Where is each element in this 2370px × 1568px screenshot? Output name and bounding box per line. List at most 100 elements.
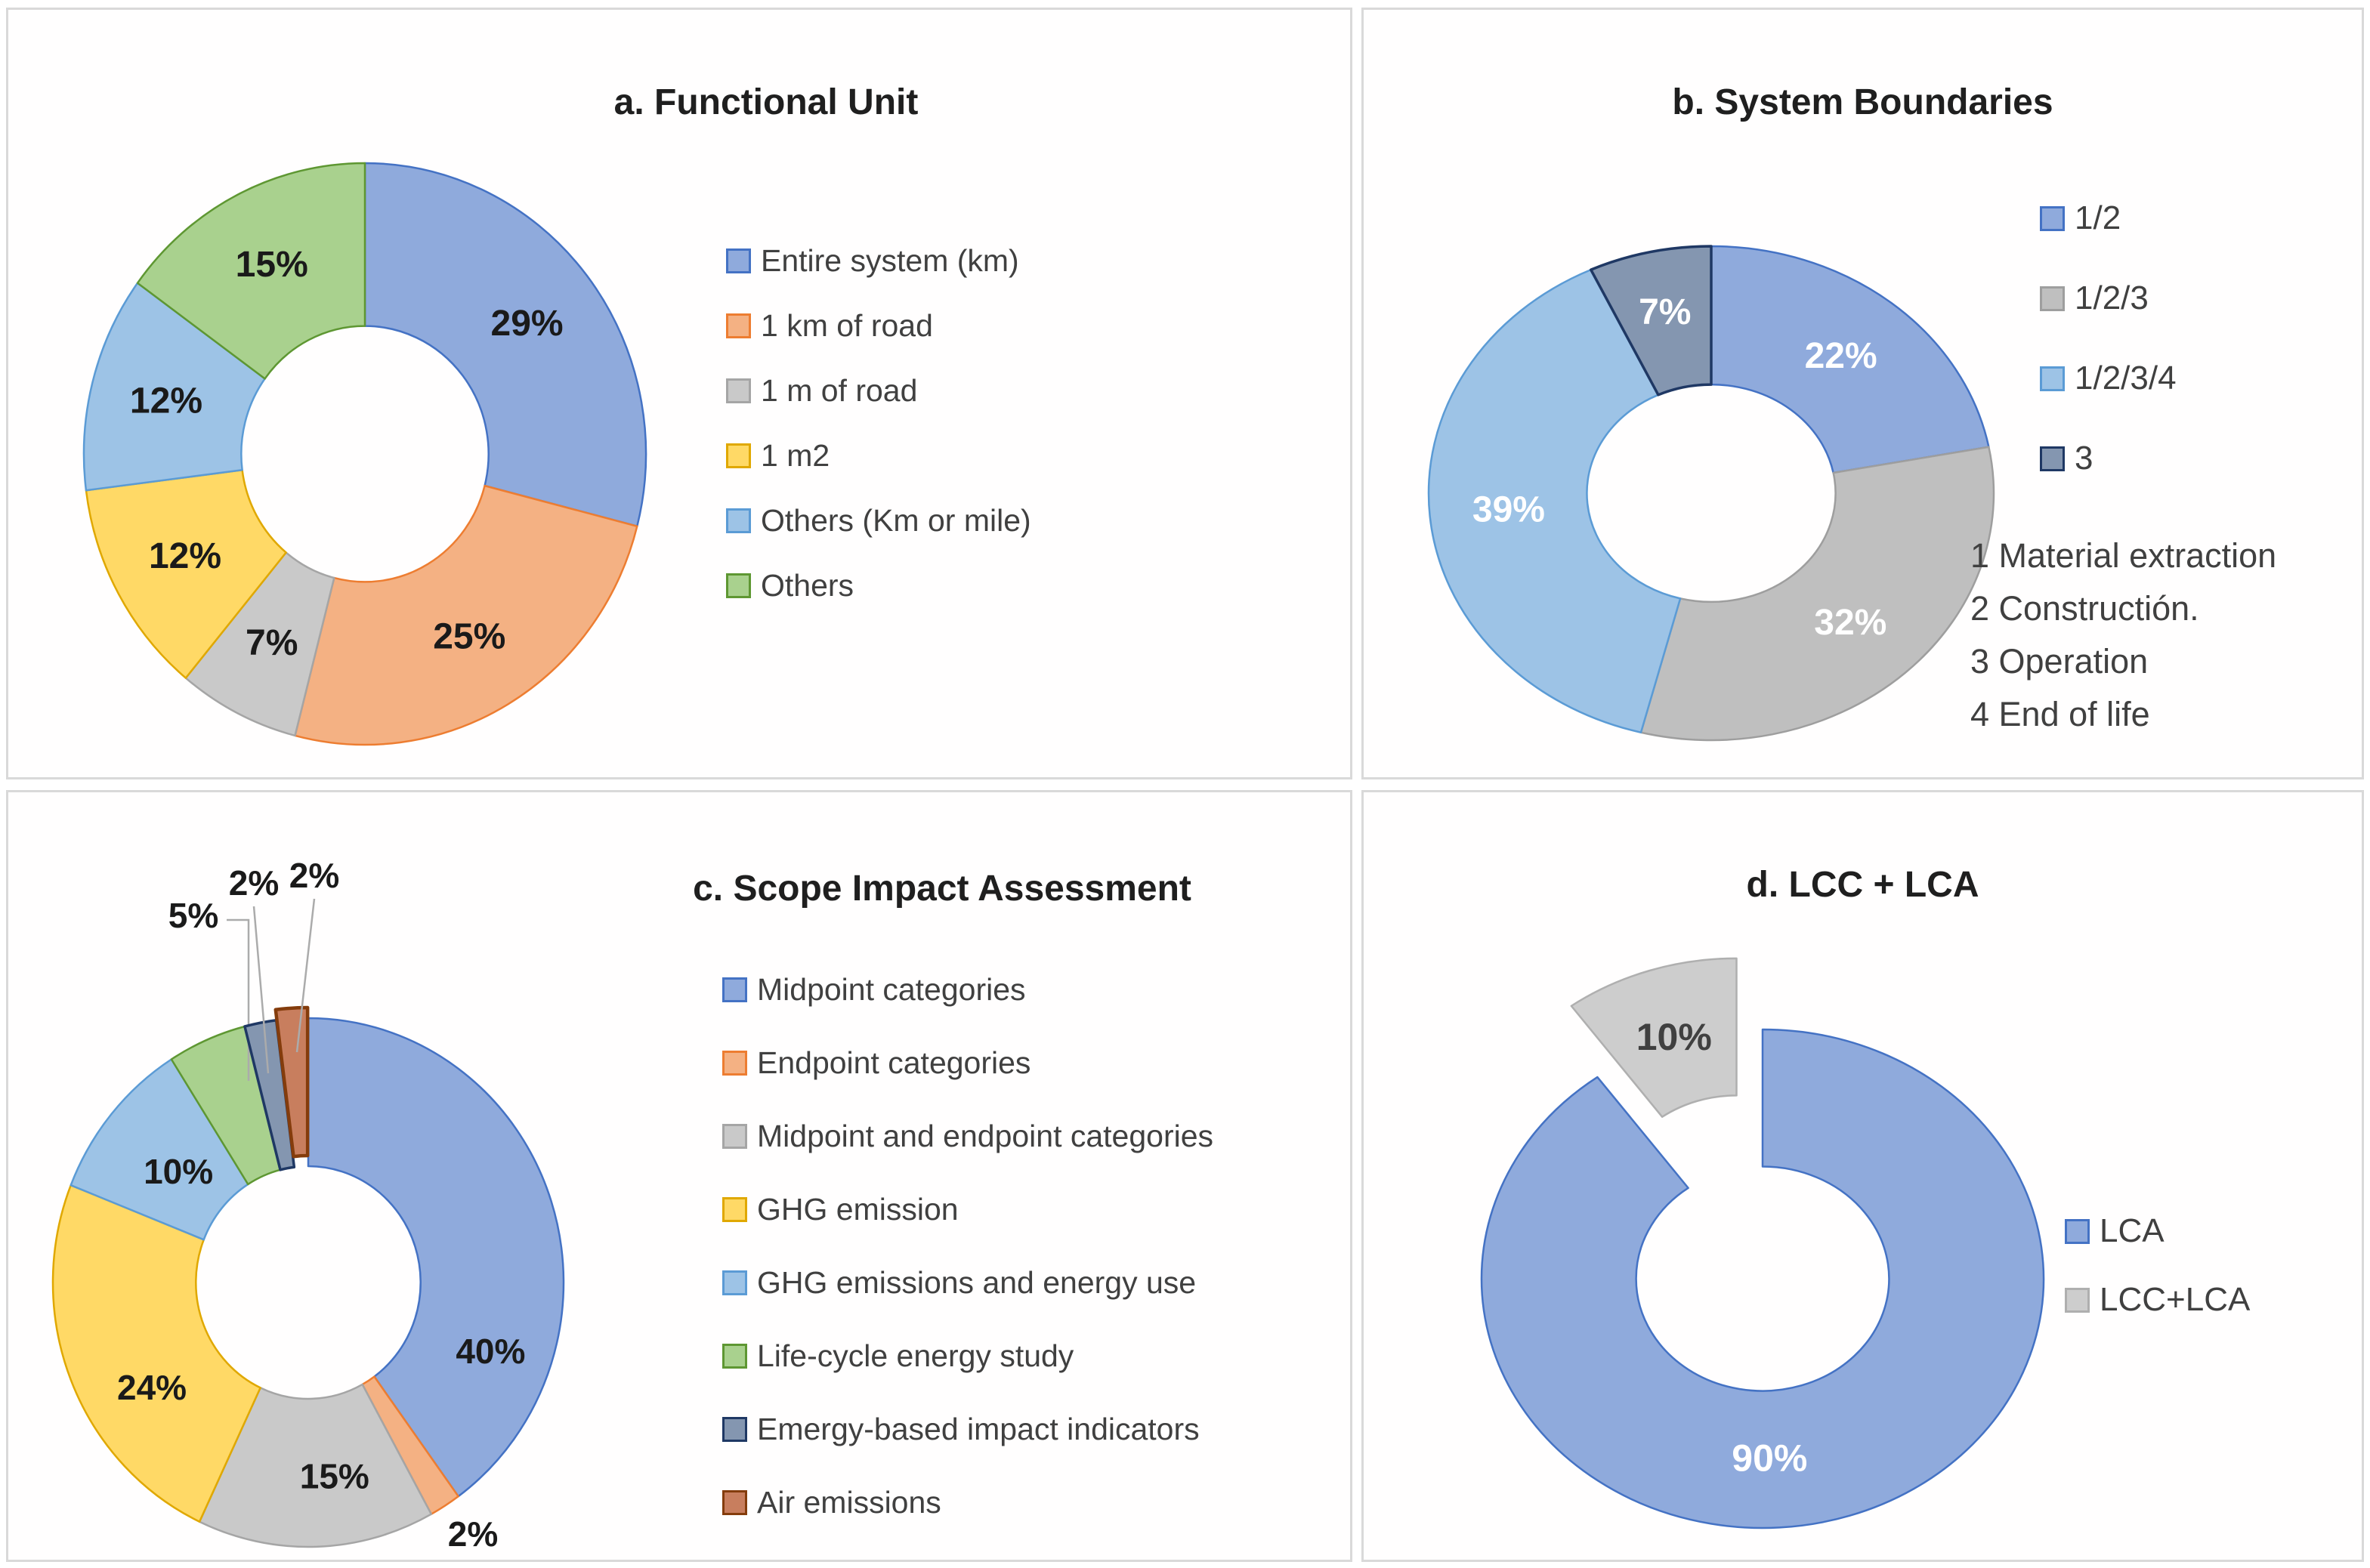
slice-percent-label: 15% bbox=[236, 245, 308, 285]
panel-functional-unit: a. Functional Unit 29% 25% 7% 12% 12% 15% Ent… bbox=[6, 8, 1352, 779]
slice-percent-label: 7% bbox=[246, 623, 298, 663]
slice-entire-system-km- bbox=[363, 162, 647, 527]
note-line: 2 Constructión. bbox=[1970, 589, 2199, 628]
donut-chart-lcc-lca: 90% 10% bbox=[1480, 957, 2045, 1529]
slice-percent-label: 2% bbox=[229, 863, 279, 903]
legend-label: 1/2 bbox=[2075, 199, 2121, 236]
panel-b-title: b. System Boundaries bbox=[1672, 82, 2053, 122]
slice-ghg-emissions-and-energy-use bbox=[70, 1058, 249, 1241]
legend-swatch-icon bbox=[2065, 1287, 2090, 1313]
note-line: 4 End of life bbox=[1970, 695, 2150, 733]
legend-label: GHG emissions and energy use bbox=[757, 1264, 1197, 1300]
legend-item-1-2: 1/2 bbox=[2040, 199, 2177, 236]
slice-emergy-based-impact-indicators bbox=[243, 1019, 296, 1171]
legend-label: 1/2/3/4 bbox=[2075, 360, 2177, 397]
legend-swatch-icon bbox=[722, 977, 747, 1002]
slice-percent-label: 15% bbox=[300, 1456, 369, 1495]
legend-item-emergy-based-impact-indicators: Emergy-based impact indicators bbox=[722, 1411, 1213, 1447]
legend-item-midpoint-and-endpoint-categories: Midpoint and endpoint categories bbox=[722, 1118, 1213, 1154]
legend-item-others: Others bbox=[726, 567, 1031, 603]
legend-swatch-icon bbox=[726, 443, 751, 468]
legend-item-lca: LCA bbox=[2065, 1212, 2250, 1249]
slice-percent-label: 90% bbox=[1732, 1437, 1807, 1479]
legend-lcc-lca: LCA LCC+LCA bbox=[2065, 1212, 2251, 1350]
legend-swatch-icon bbox=[726, 313, 751, 338]
legend-label: Air emissions bbox=[757, 1484, 941, 1520]
slice-percent-label: 5% bbox=[168, 896, 218, 935]
donut-chart-system-boundaries: 22% 32% 39% 7% bbox=[1427, 245, 1995, 742]
legend-label: GHG emission bbox=[757, 1191, 959, 1227]
legend-label: LCA bbox=[2100, 1212, 2165, 1249]
legend-label: 3 bbox=[2075, 440, 2093, 477]
legend-swatch-icon bbox=[722, 1270, 747, 1295]
slice-midpoint-and-endpoint-categories bbox=[198, 1383, 433, 1548]
legend-swatch-icon bbox=[2065, 1218, 2090, 1244]
slice-percent-label: 39% bbox=[1472, 490, 1545, 530]
legend-swatch-icon bbox=[722, 1343, 747, 1369]
legend-item-1-2-3-4: 1/2/3/4 bbox=[2040, 360, 2177, 397]
slice-percent-label: 22% bbox=[1805, 336, 1877, 376]
slice-1-2-3-4 bbox=[1427, 268, 1682, 733]
legend-swatch-icon bbox=[722, 1050, 747, 1076]
legend-item-1-2-3: 1/2/3 bbox=[2040, 279, 2177, 316]
legend-label: 1 km of road bbox=[761, 307, 933, 343]
legend-item-lcc-lca: LCC+LCA bbox=[2065, 1281, 2251, 1318]
legend-item-1-m-of-road: 1 m of road bbox=[726, 372, 1031, 409]
slice-air-emissions bbox=[273, 1005, 310, 1159]
panel-lcc-lca: d. LCC + LCA 90% 10% LCA LCC+LCA bbox=[1361, 790, 2364, 1562]
legend-item-air-emissions: Air emissions bbox=[722, 1484, 1213, 1520]
legend-swatch-icon bbox=[2040, 446, 2065, 471]
legend-item-1-km-of-road: 1 km of road bbox=[726, 307, 1031, 344]
legend-swatch-icon bbox=[722, 1416, 747, 1442]
legend-label: Emergy-based impact indicators bbox=[757, 1411, 1200, 1446]
label-leader-line bbox=[252, 906, 270, 1074]
slice-1-km-of-road bbox=[294, 484, 638, 746]
note-line: 1 Material extraction bbox=[1970, 536, 2277, 575]
legend-label: 1 m of road bbox=[761, 372, 918, 408]
slice-lca bbox=[1480, 1028, 2045, 1529]
slice-percent-label: 2% bbox=[289, 856, 339, 895]
legend-label: Midpoint and endpoint categories bbox=[757, 1118, 1214, 1153]
slice-percent-label: 24% bbox=[117, 1368, 187, 1407]
slice-3 bbox=[1590, 245, 1713, 397]
legend-functional-unit: Entire system (km) 1 km of road 1 m of roa… bbox=[726, 242, 1031, 632]
legend-swatch-icon bbox=[722, 1196, 747, 1222]
legend-swatch-icon bbox=[2040, 205, 2065, 231]
slice-others bbox=[136, 162, 366, 380]
legend-item-midpoint-categories: Midpoint categories bbox=[722, 971, 1213, 1008]
slice-lcc-lca bbox=[1570, 957, 1738, 1118]
slice-percent-label: 25% bbox=[433, 616, 505, 656]
legend-label: Others (Km or mile) bbox=[761, 502, 1031, 538]
panel-a-title: a. Functional Unit bbox=[613, 82, 919, 122]
legend-item-ghg-emission: GHG emission bbox=[722, 1191, 1213, 1227]
slice-percent-label: 2% bbox=[448, 1514, 498, 1554]
legend-item-entire-system-km-: Entire system (km) bbox=[726, 242, 1031, 279]
legend-label: Others bbox=[761, 567, 854, 603]
slice-percent-label: 29% bbox=[491, 304, 564, 344]
donut-chart-functional-unit: 29% 25% 7% 12% 12% 15% bbox=[82, 162, 647, 746]
panel-c-title: c. Scope Impact Assessment bbox=[693, 869, 1191, 909]
slice-1-m2 bbox=[85, 468, 287, 679]
legend-label: LCC+LCA bbox=[2100, 1281, 2251, 1318]
panel-d-title: d. LCC + LCA bbox=[1746, 865, 1979, 905]
legend-swatch-icon bbox=[726, 573, 751, 598]
legend-label: Midpoint categories bbox=[757, 971, 1026, 1007]
legend-swatch-icon bbox=[2040, 286, 2065, 311]
note-line: 3 Operation bbox=[1970, 642, 2149, 681]
slice-percent-label: 12% bbox=[149, 536, 221, 576]
legend-label: Life-cycle energy study bbox=[757, 1338, 1074, 1373]
legend-label: 1 m2 bbox=[761, 437, 830, 473]
slice-percent-label: 10% bbox=[1636, 1016, 1712, 1058]
legend-label: Endpoint categories bbox=[757, 1045, 1031, 1080]
legend-scope-impact: Midpoint categories Endpoint categories Mi… bbox=[722, 971, 1213, 1557]
label-leader-line bbox=[295, 898, 316, 1053]
legend-item-3: 3 bbox=[2040, 440, 2177, 477]
legend-item-others-km-or-mile-: Others (Km or mile) bbox=[726, 502, 1031, 539]
donut-chart-scope-impact: 40% 2% 15% 24% 10% 5% 2% 2% bbox=[51, 856, 565, 1554]
slice-1-2 bbox=[1710, 245, 1990, 474]
legend-swatch-icon bbox=[2040, 366, 2065, 391]
legend-swatch-icon bbox=[726, 248, 751, 273]
legend-item-ghg-emissions-and-energy-use: GHG emissions and energy use bbox=[722, 1264, 1213, 1301]
legend-swatch-icon bbox=[726, 508, 751, 533]
slice-others-km-or-mile- bbox=[82, 282, 266, 492]
